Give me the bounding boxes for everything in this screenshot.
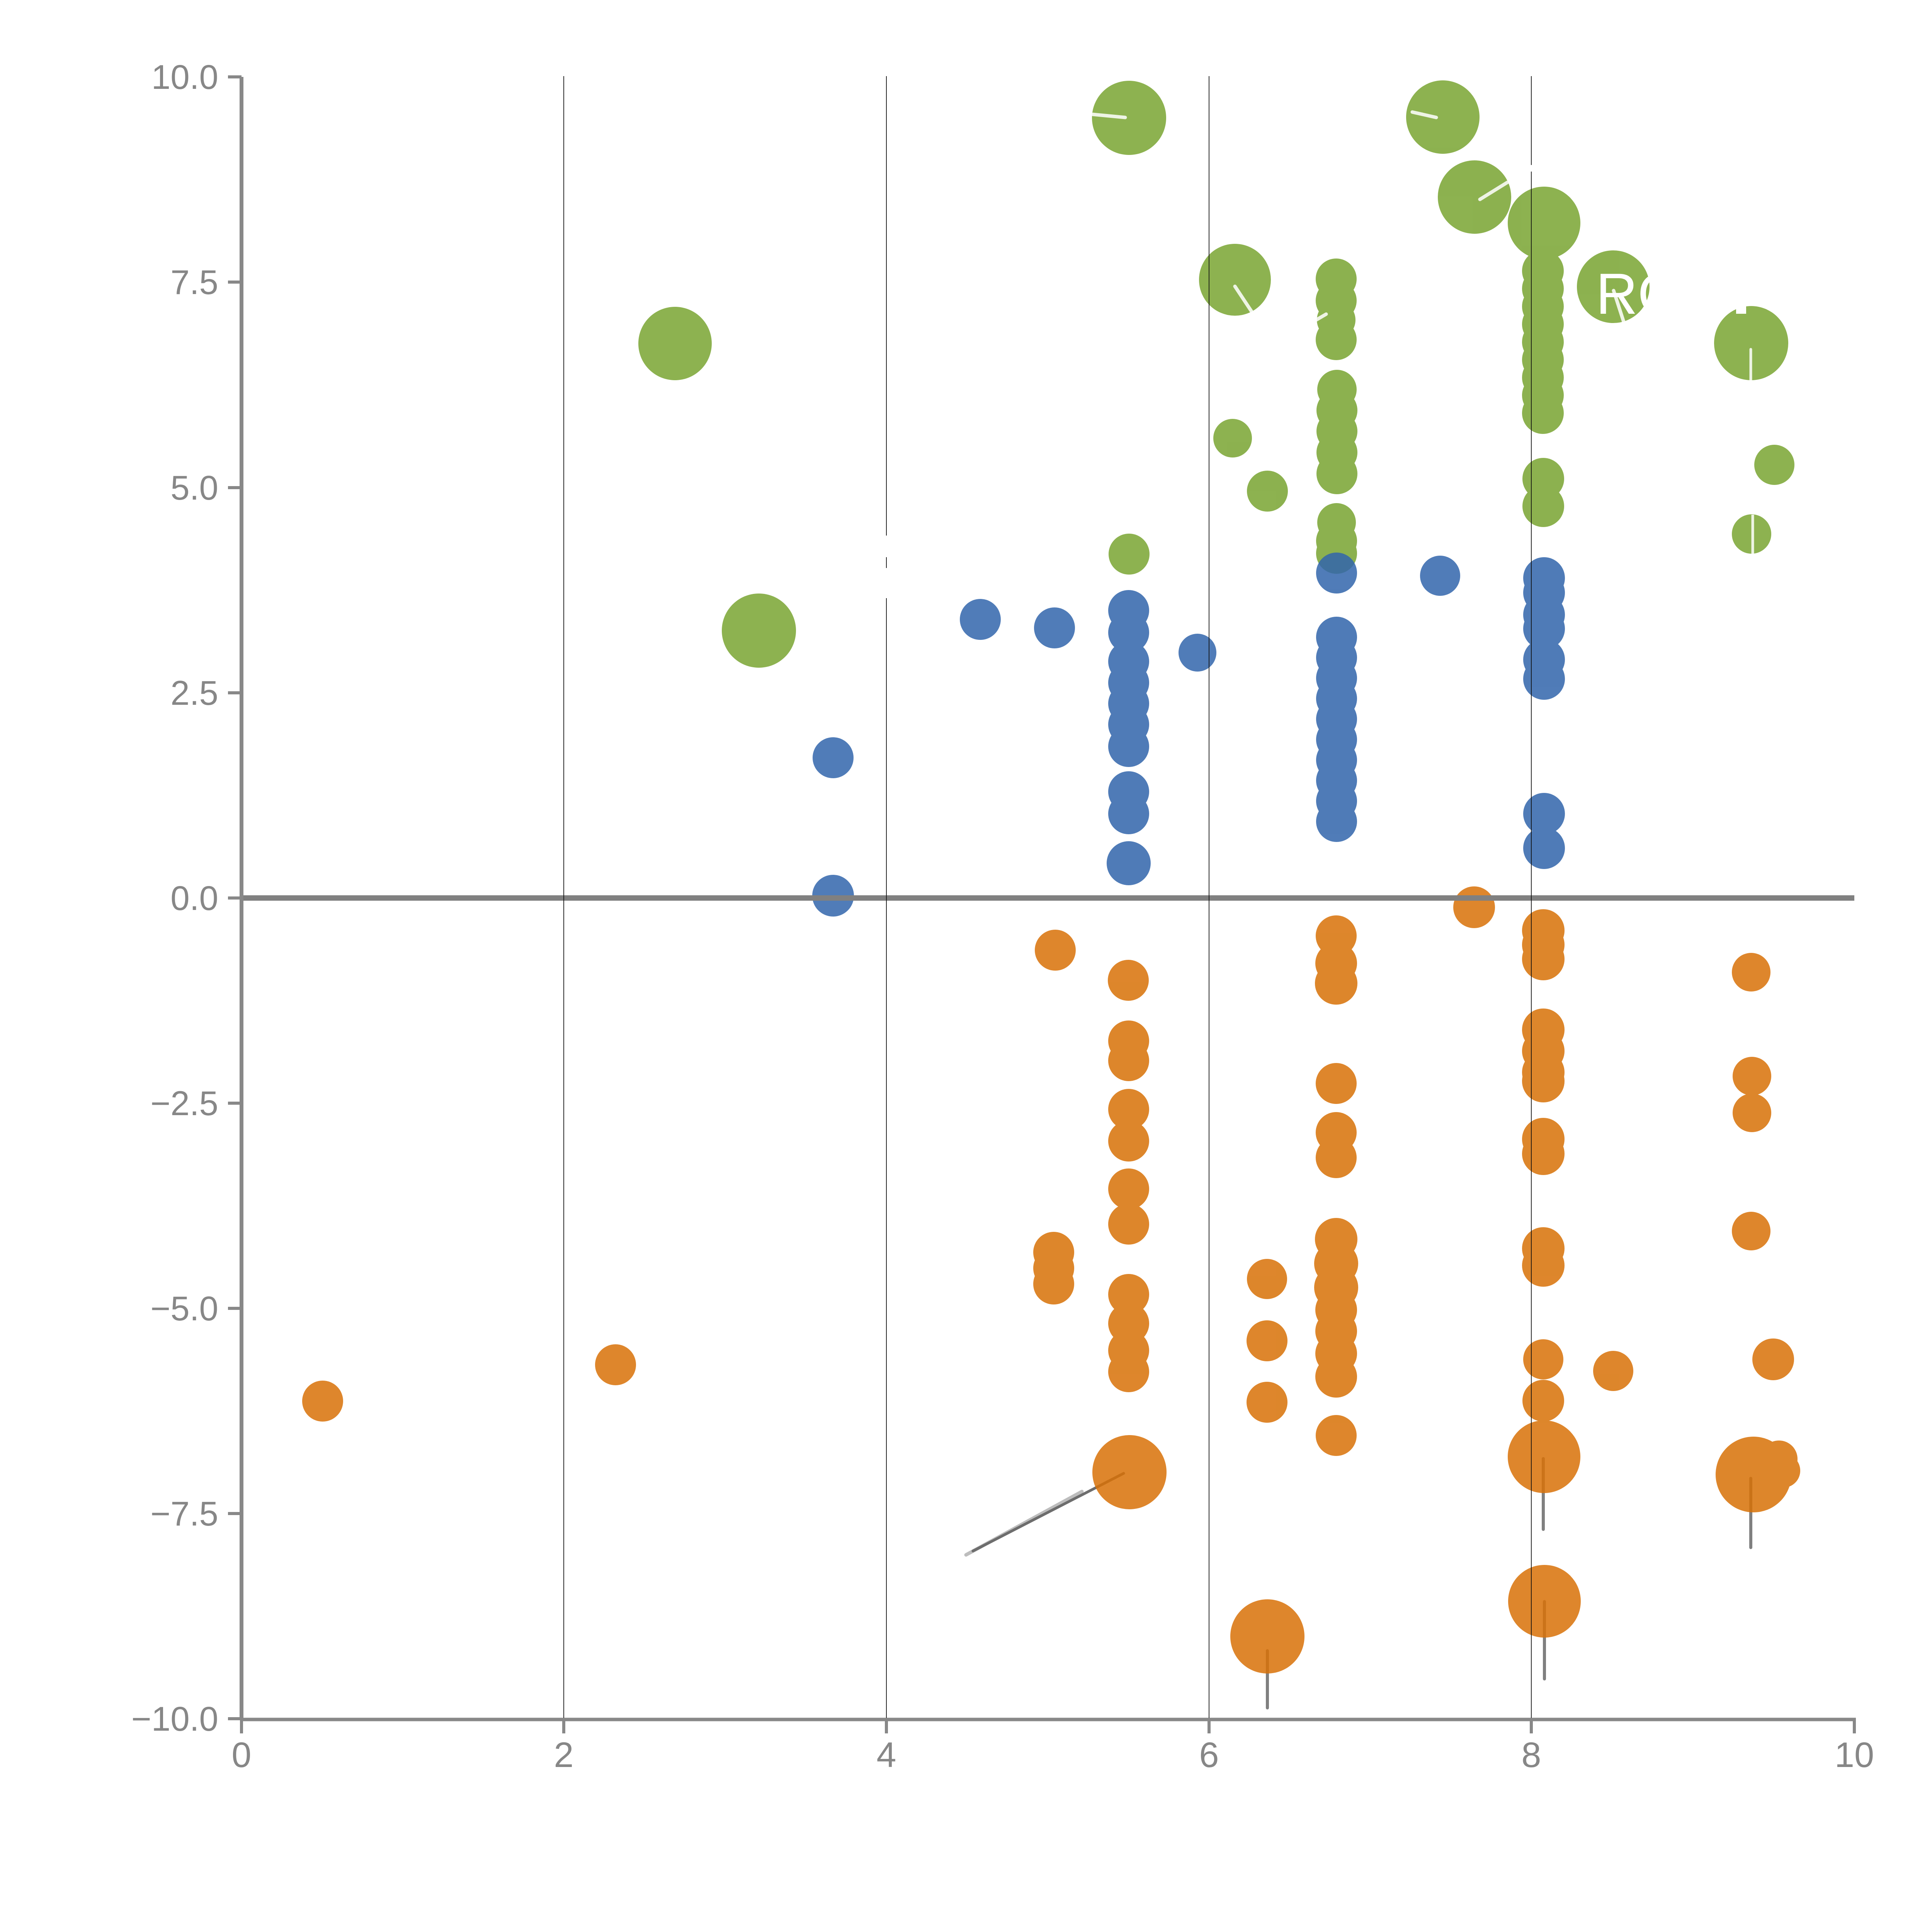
svg-text:2.5: 2.5 [170,673,218,712]
svg-text:−5.0: −5.0 [150,1289,218,1328]
svg-text:0.0: 0.0 [170,879,218,917]
svg-text:ROU: ROU [1596,261,1725,326]
svg-text:5.0: 5.0 [170,468,218,507]
svg-text:6: 6 [1199,1735,1219,1775]
svg-text:10.0: 10.0 [151,58,218,96]
svg-text:4: 4 [876,1735,896,1775]
svg-text:−10.0: −10.0 [131,1699,218,1738]
svg-text:0: 0 [231,1735,251,1775]
svg-text:−2.5: −2.5 [150,1084,218,1122]
svg-text:2: 2 [554,1735,573,1775]
svg-text:7.5: 7.5 [170,263,218,301]
svg-text:8: 8 [1521,1735,1541,1775]
svg-text:10: 10 [1835,1735,1874,1775]
svg-text:−7.5: −7.5 [150,1494,218,1533]
